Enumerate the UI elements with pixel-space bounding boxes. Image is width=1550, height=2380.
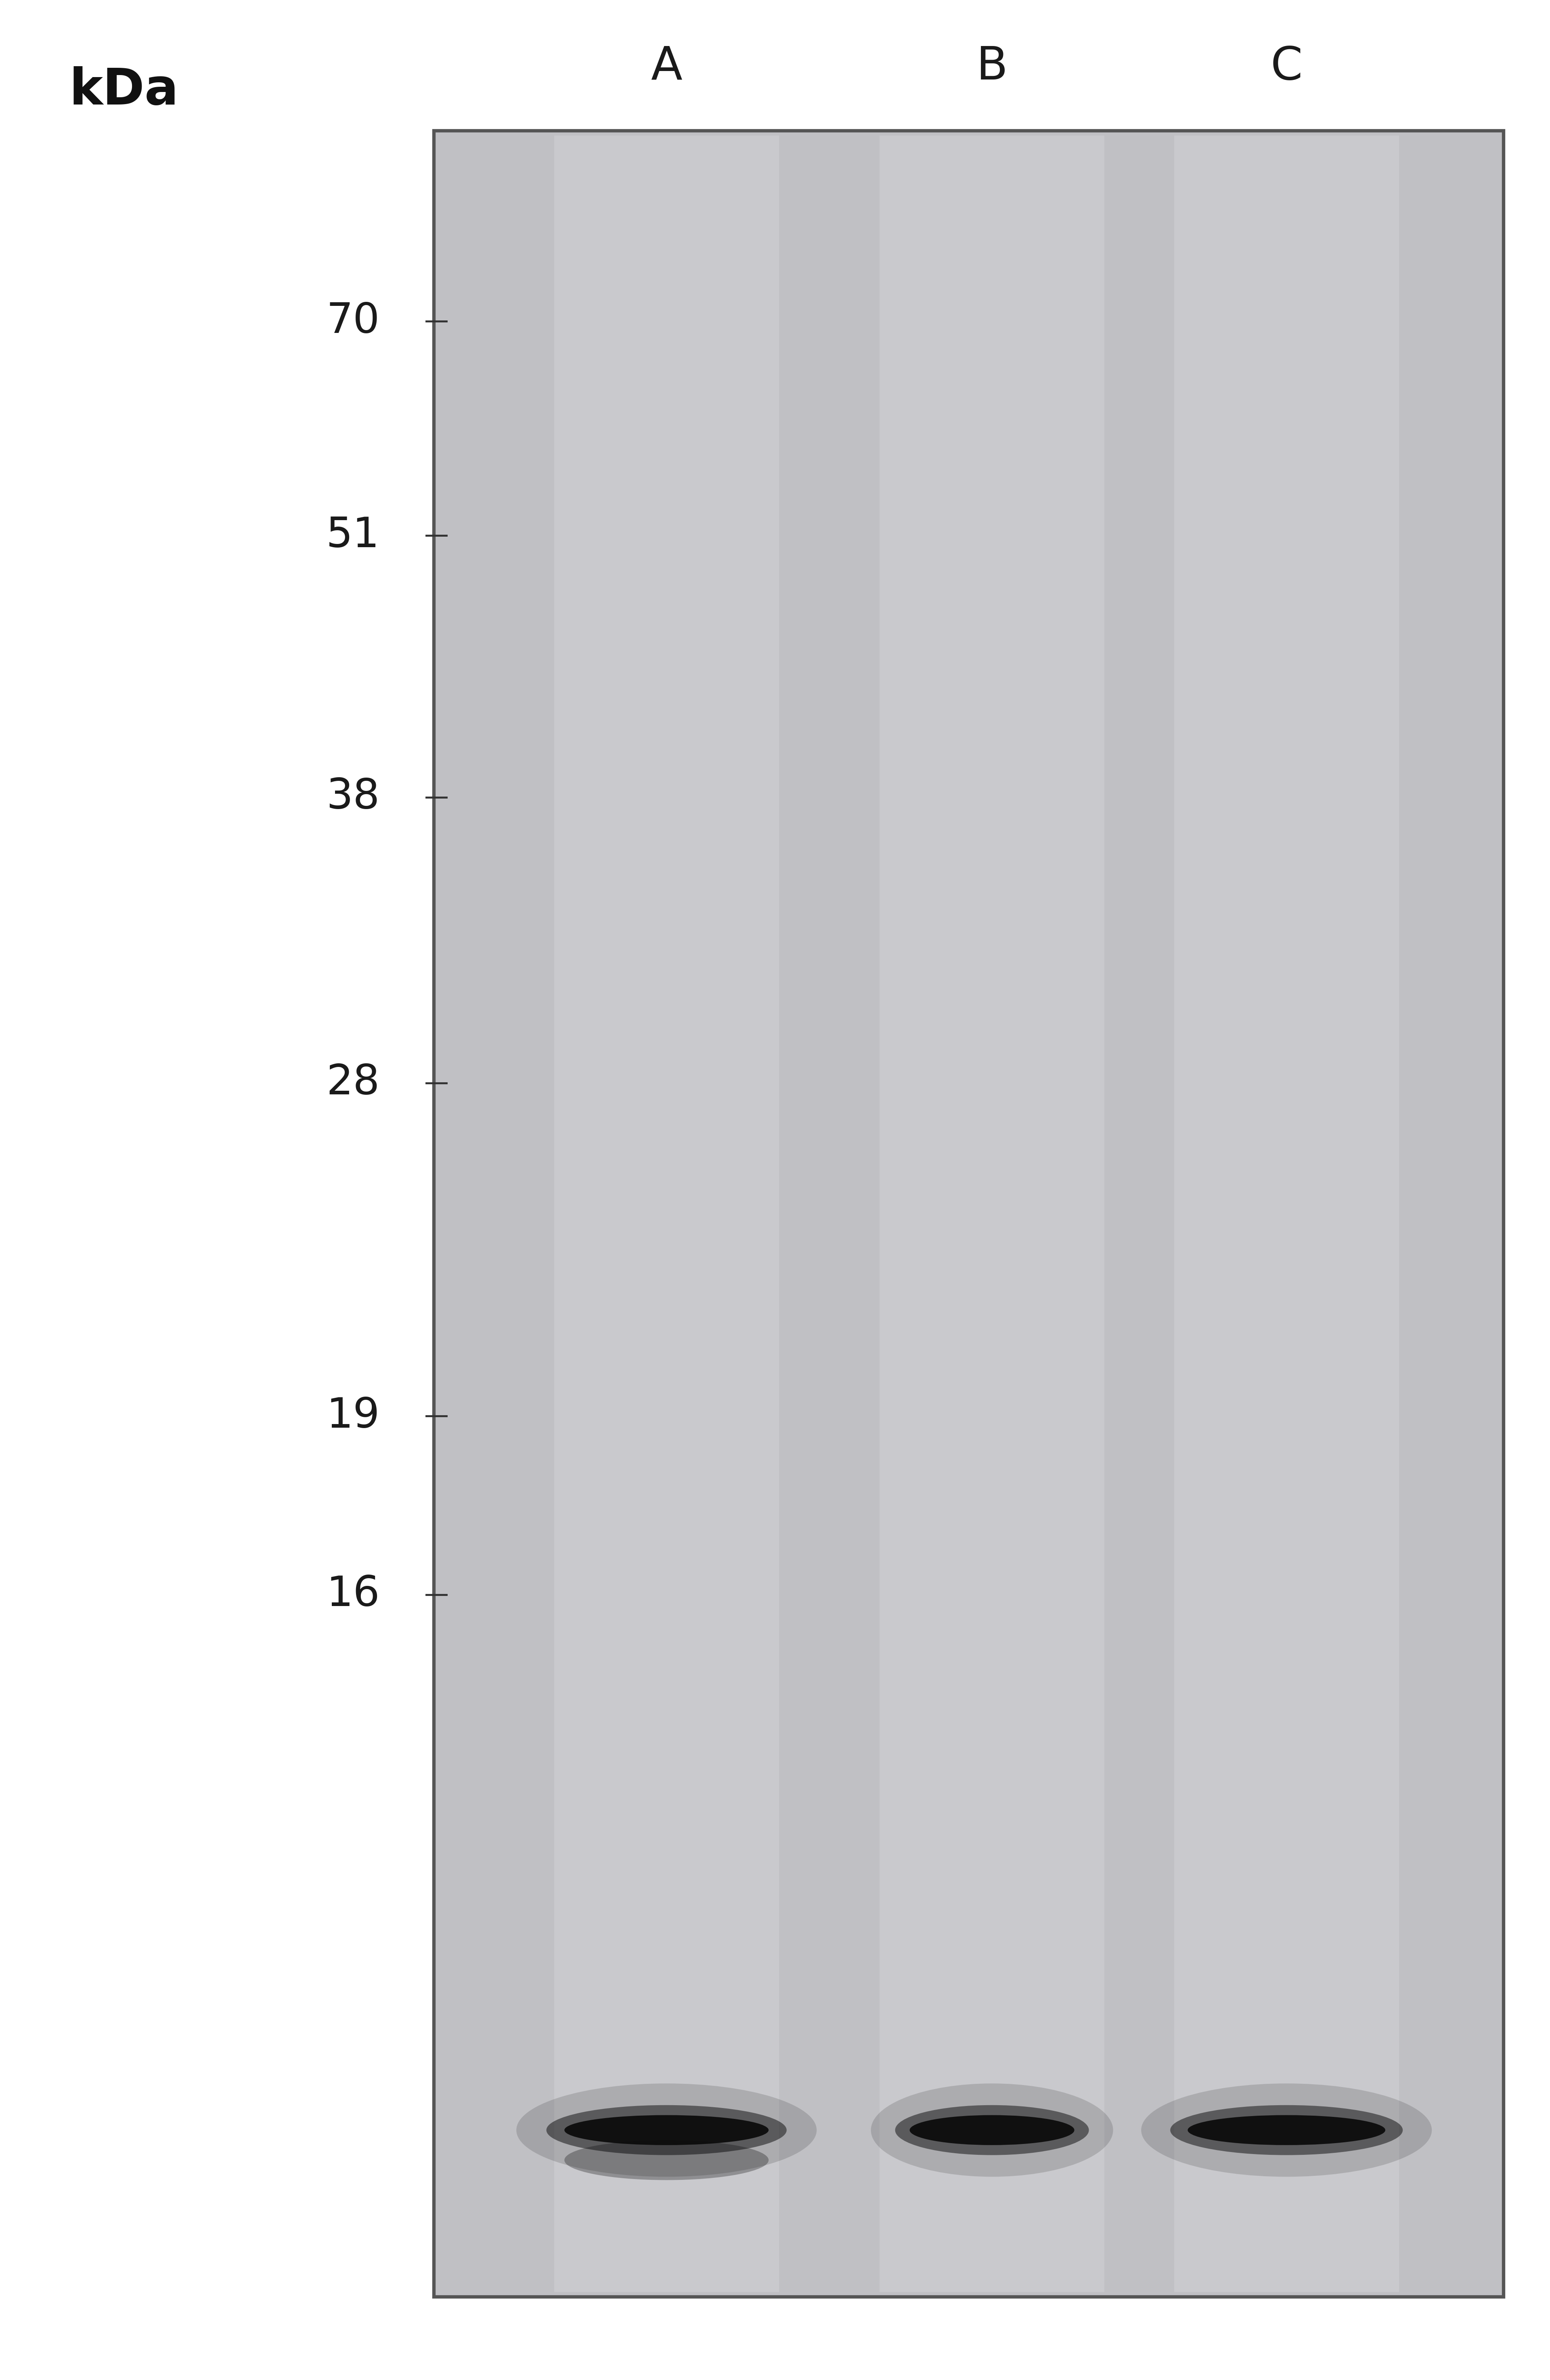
- Ellipse shape: [564, 2116, 769, 2144]
- Ellipse shape: [1141, 2082, 1432, 2178]
- Ellipse shape: [564, 2140, 769, 2180]
- Ellipse shape: [910, 2116, 1074, 2144]
- Ellipse shape: [1170, 2106, 1403, 2156]
- FancyBboxPatch shape: [879, 136, 1104, 2292]
- Ellipse shape: [1187, 2116, 1386, 2144]
- Text: A: A: [651, 45, 682, 88]
- Ellipse shape: [896, 2106, 1088, 2156]
- Text: 38: 38: [326, 776, 380, 819]
- Text: kDa: kDa: [70, 67, 178, 114]
- FancyBboxPatch shape: [555, 136, 778, 2292]
- FancyBboxPatch shape: [1175, 136, 1398, 2292]
- FancyBboxPatch shape: [434, 131, 1504, 2297]
- Text: 19: 19: [326, 1395, 380, 1438]
- Text: B: B: [976, 45, 1008, 88]
- Text: 70: 70: [327, 300, 380, 343]
- Ellipse shape: [871, 2082, 1113, 2178]
- Text: 16: 16: [326, 1573, 380, 1616]
- Ellipse shape: [546, 2106, 787, 2156]
- Text: 28: 28: [326, 1061, 380, 1104]
- Text: 51: 51: [326, 514, 380, 557]
- Ellipse shape: [516, 2082, 817, 2178]
- Text: C: C: [1271, 45, 1302, 88]
